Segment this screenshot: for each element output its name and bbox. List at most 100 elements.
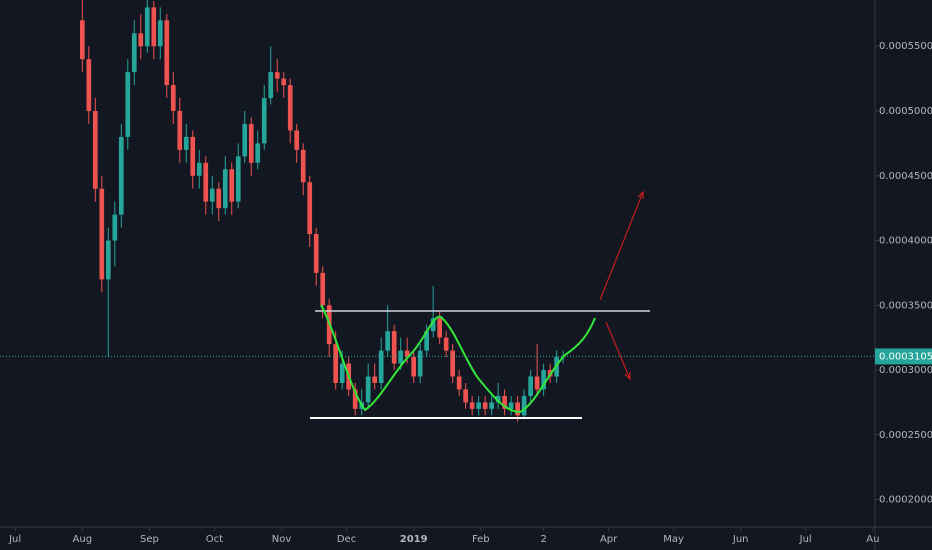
- up-arrow-head: [637, 190, 644, 199]
- candle-body: [92, 110, 98, 189]
- candle-body: [170, 85, 176, 111]
- plot-area: [0, 0, 875, 422]
- x-tick-label: Oct: [206, 534, 223, 545]
- candle-body: [515, 402, 520, 416]
- candle-body: [541, 370, 546, 390]
- x-tick-label: Nov: [272, 534, 292, 545]
- candle-body: [534, 376, 540, 390]
- candle-body: [131, 33, 137, 73]
- candle-body: [242, 123, 248, 157]
- y-tick-label: 0.0004500: [879, 171, 932, 182]
- candle-body: [424, 331, 430, 351]
- y-tick-label: 0.0003500: [879, 300, 932, 311]
- y-tick-label: 0.0005500: [879, 41, 932, 52]
- candle-body: [261, 98, 267, 144]
- candle-body: [378, 350, 384, 383]
- x-tick-label: 2: [540, 534, 546, 545]
- candle-body: [333, 344, 339, 383]
- x-tick-label: May: [663, 534, 684, 545]
- candle-body: [398, 350, 404, 364]
- candle-body: [320, 272, 326, 306]
- candle-body: [216, 188, 222, 209]
- candle-body: [502, 395, 507, 409]
- candle-body: [105, 240, 111, 280]
- candle-body: [255, 143, 261, 163]
- y-tick-label: 0.0005000: [879, 106, 932, 117]
- candle-body: [469, 402, 475, 409]
- y-tick-label: 0.0003000: [879, 365, 932, 376]
- candle-body: [99, 188, 105, 280]
- candle-body: [450, 350, 455, 377]
- x-tick-label: Au: [866, 534, 879, 545]
- drawings: [310, 190, 650, 419]
- x-tick-label: Apr: [600, 534, 618, 545]
- x-tick-label: Aug: [73, 534, 93, 545]
- candle-body: [391, 331, 397, 364]
- candle-body: [528, 376, 533, 396]
- candle-body: [281, 78, 287, 86]
- x-tick-label: 2019: [400, 534, 428, 545]
- candle-body: [443, 337, 449, 351]
- candle-body: [437, 318, 443, 338]
- pattern-curve: [320, 304, 596, 414]
- candle-body: [521, 395, 527, 416]
- candle-body: [372, 376, 378, 383]
- candle-body: [274, 72, 280, 79]
- candle-body: [177, 110, 183, 150]
- x-tick-label: Jul: [799, 534, 812, 545]
- x-tick-label: Sep: [140, 534, 159, 545]
- candle-body: [183, 136, 189, 150]
- candle-body: [144, 7, 150, 47]
- candle-body: [463, 389, 468, 403]
- x-tick-label: Feb: [472, 534, 490, 545]
- candle-body: [112, 214, 118, 241]
- candle-body: [125, 72, 131, 137]
- x-tick-label: Jun: [732, 534, 749, 545]
- candle-body: [86, 59, 92, 111]
- candle-body: [404, 350, 410, 358]
- axes: 0.0002000 0.0002500 0.0003000 0.0003500 0.00…: [8, 41, 932, 545]
- candle-body: [307, 182, 313, 235]
- y-tick-label: 0.0002000: [879, 495, 932, 506]
- candle-body: [495, 395, 501, 403]
- candle-body: [196, 162, 202, 176]
- candle-body: [365, 376, 371, 403]
- candle-body: [489, 402, 494, 409]
- down-arrow: [605, 321, 631, 380]
- down-arrow-head: [624, 372, 631, 381]
- candle-body: [138, 33, 144, 47]
- candle-body: [385, 331, 391, 351]
- candle-body: [268, 72, 274, 99]
- candle-body: [151, 7, 157, 47]
- candle-body: [456, 376, 462, 390]
- candle-body: [508, 402, 514, 409]
- candle-body: [209, 188, 215, 202]
- candle-body: [79, 20, 85, 60]
- x-tick-label: Jul: [8, 534, 21, 545]
- candle-body: [203, 162, 209, 202]
- candle-body: [287, 85, 293, 131]
- candle-body: [339, 363, 345, 383]
- candle-body: [313, 234, 319, 273]
- x-tick-label: Dec: [337, 534, 356, 545]
- y-tick-label: 0.0002500: [879, 430, 932, 441]
- candle-body: [118, 136, 124, 215]
- candle-body: [222, 169, 228, 209]
- candle-body: [157, 20, 163, 47]
- candle-body: [248, 123, 254, 163]
- last-price-box: [875, 348, 932, 365]
- candle-body: [417, 350, 423, 377]
- candle-body: [235, 156, 241, 202]
- candle-body: [411, 357, 417, 377]
- candle-body: [164, 20, 170, 86]
- y-tick-label: 0.0004000: [879, 236, 932, 247]
- candle-body: [476, 402, 481, 409]
- candle-body: [482, 402, 488, 409]
- candle-body: [430, 318, 436, 332]
- candle-body: [352, 389, 358, 409]
- candle-body: [294, 130, 300, 150]
- candle-body: [229, 169, 235, 202]
